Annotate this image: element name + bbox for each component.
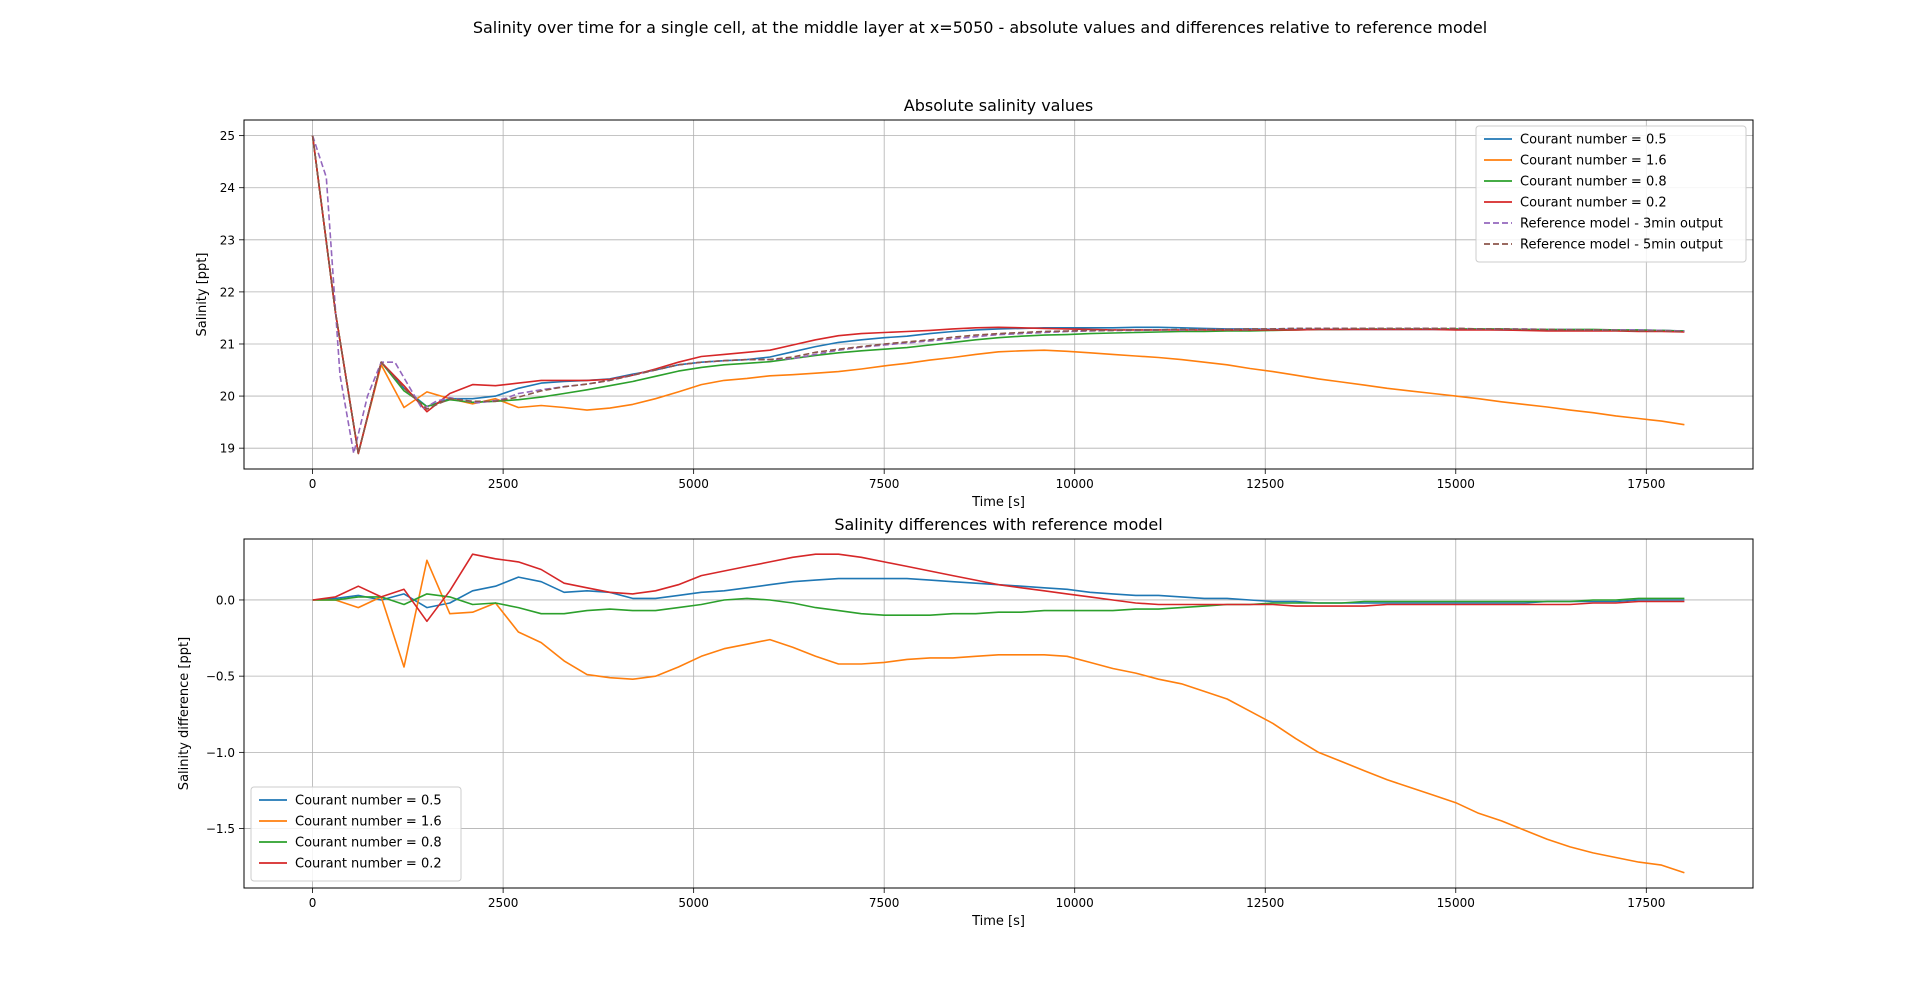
diff-x-tick-label: 17500 — [1627, 896, 1665, 910]
abs-y-axis-label: Salinity [ppt] — [195, 253, 210, 337]
abs-legend: Courant number = 0.5 Courant number = 1.6… — [1475, 125, 1747, 263]
abs-chart-title: Absolute salinity values — [904, 96, 1094, 115]
diff-y-tick-label: −1.5 — [206, 822, 235, 836]
diff-x-tick-label: 0 — [309, 896, 317, 910]
diff-x-tick-label: 15000 — [1437, 896, 1475, 910]
abs-x-tick-label: 15000 — [1437, 477, 1475, 491]
abs-series-line-3 — [311, 135, 1685, 455]
abs-y-tick-label: 22 — [220, 285, 235, 299]
abs-legend-label-2: Courant number = 0.8 — [1520, 175, 1667, 190]
abs-x-tick-label: 17500 — [1627, 477, 1665, 491]
abs-y-tick-label: 20 — [220, 390, 235, 404]
diff-y-axis-label: Salinity difference [ppt] — [177, 637, 192, 790]
abs-legend-label-1: Courant number = 1.6 — [1520, 154, 1667, 169]
diff-chart-title: Salinity differences with reference mode… — [834, 515, 1162, 534]
diff-legend-label-1: Courant number = 1.6 — [295, 815, 442, 830]
salinity-difference-chart: 0 2500 5000 7500 10000 12500 15000 17500 0.0 −0.5… — [177, 515, 1754, 929]
diff-legend-label-2: Courant number = 0.8 — [295, 836, 442, 851]
abs-legend-label-4: Reference model - 3min output — [1520, 217, 1723, 232]
diff-legend: Courant number = 0.5 Courant number = 1.6… — [250, 786, 462, 882]
abs-y-tick-label: 23 — [220, 233, 235, 247]
abs-legend-label-5: Reference model - 5min output — [1520, 238, 1723, 253]
abs-x-tick-label: 0 — [309, 477, 317, 491]
abs-series-line-1 — [311, 135, 1685, 455]
diff-y-tick-label: 0.0 — [216, 593, 235, 607]
figure-title: Salinity over time for a single cell, at… — [473, 18, 1487, 37]
abs-y-tick-label: 19 — [220, 442, 235, 456]
diff-axes-frame — [243, 538, 1754, 889]
abs-axes-frame — [243, 119, 1754, 470]
abs-y-tick-label: 21 — [220, 337, 235, 351]
abs-x-tick-label: 12500 — [1246, 477, 1284, 491]
diff-x-tick-label: 10000 — [1056, 896, 1094, 910]
diff-series-line-1 — [312, 559, 1685, 874]
diff-x-tick-label: 2500 — [488, 896, 519, 910]
abs-x-tick-label: 7500 — [869, 477, 900, 491]
diff-y-tick-label: −1.0 — [206, 746, 235, 760]
abs-legend-box — [1475, 125, 1747, 263]
diff-series-line-3 — [312, 553, 1685, 623]
abs-y-tick-label: 25 — [220, 129, 235, 143]
abs-x-axis-label: Time [s] — [971, 495, 1025, 510]
abs-series-line-5 — [311, 135, 1685, 455]
diff-legend-label-3: Courant number = 0.2 — [295, 857, 442, 872]
abs-x-tick-label: 5000 — [678, 477, 709, 491]
absolute-salinity-chart: 0 2500 5000 7500 10000 12500 15000 17500 19 20 21 2… — [195, 96, 1754, 510]
abs-legend-label-3: Courant number = 0.2 — [1520, 196, 1667, 211]
diff-x-tick-label: 5000 — [678, 896, 709, 910]
diff-legend-box — [250, 786, 462, 882]
abs-legend-label-0: Courant number = 0.5 — [1520, 133, 1667, 148]
diff-series-line-2 — [312, 593, 1685, 616]
abs-y-tick-label: 24 — [220, 181, 235, 195]
diff-y-tick-label: −0.5 — [206, 670, 235, 684]
abs-x-tick-label: 10000 — [1056, 477, 1094, 491]
diff-x-tick-label: 12500 — [1246, 896, 1284, 910]
diff-x-axis-label: Time [s] — [971, 914, 1025, 929]
diff-legend-label-0: Courant number = 0.5 — [295, 794, 442, 809]
diff-x-tick-label: 7500 — [869, 896, 900, 910]
abs-x-tick-label: 2500 — [488, 477, 519, 491]
